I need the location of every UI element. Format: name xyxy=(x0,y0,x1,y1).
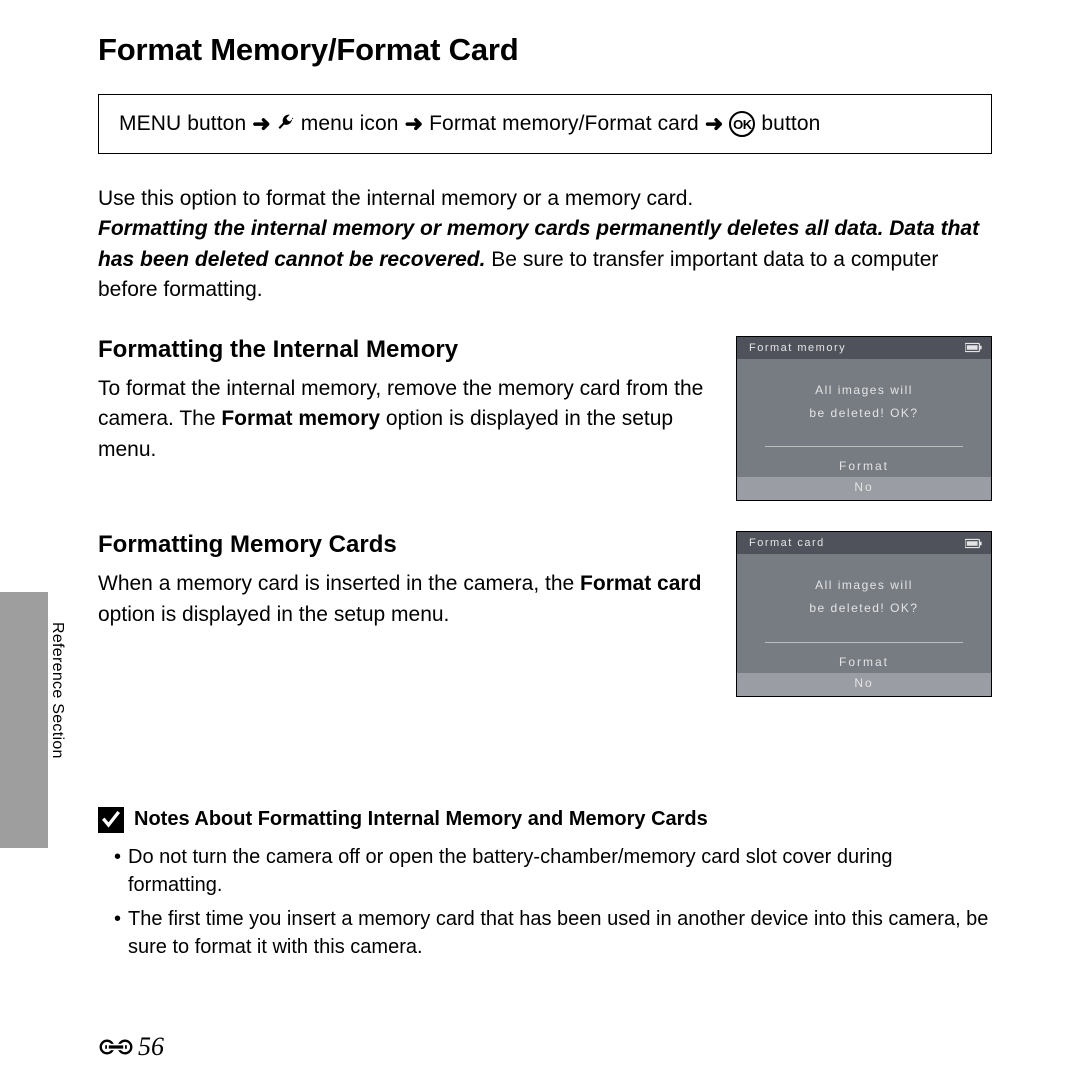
arrow-icon: ➜ xyxy=(405,111,424,137)
screen1-message: All images will be deleted! OK? xyxy=(747,379,981,425)
screen1-option-format: Format xyxy=(747,455,981,477)
section2-text-pre: When a memory card is inserted in the ca… xyxy=(98,572,580,595)
screen1-msg-l2: be deleted! OK? xyxy=(747,402,981,425)
notes-list: Do not turn the camera off or open the b… xyxy=(98,843,992,961)
screen1-msg-l1: All images will xyxy=(747,379,981,402)
screen2-msg-l1: All images will xyxy=(747,574,981,597)
menu-button-label: MENU xyxy=(119,112,181,136)
camera-screen-format-card: Format card All images will be deleted! … xyxy=(736,531,992,697)
section1-text-bold: Format memory xyxy=(221,407,380,430)
screen2-option-format: Format xyxy=(747,651,981,673)
side-thumb-tab xyxy=(0,592,48,848)
screen2-msg-l2: be deleted! OK? xyxy=(747,597,981,620)
page-footer: 56 xyxy=(98,1032,164,1062)
screen1-option-no-selected: No xyxy=(737,477,991,500)
section1-paragraph: To format the internal memory, remove th… xyxy=(98,374,706,465)
section2-heading: Formatting Memory Cards xyxy=(98,531,706,559)
nav-text: button xyxy=(761,112,820,136)
divider xyxy=(765,642,963,643)
screen-titlebar: Format card xyxy=(737,532,991,554)
intro-line1: Use this option to format the internal m… xyxy=(98,184,992,214)
manual-page: Format Memory/Format Card MENU button ➜ … xyxy=(0,0,1080,1080)
nav-text: button xyxy=(187,112,246,136)
intro-paragraph: Use this option to format the internal m… xyxy=(98,184,992,306)
page-number: 56 xyxy=(138,1032,164,1062)
screen1-title: Format memory xyxy=(749,342,846,354)
section-internal-memory: Formatting the Internal Memory To format… xyxy=(98,336,992,502)
wrench-icon xyxy=(277,112,295,137)
battery-icon xyxy=(965,342,983,353)
section2-paragraph: When a memory card is inserted in the ca… xyxy=(98,569,706,630)
notes-heading-row: Notes About Formatting Internal Memory a… xyxy=(98,807,992,833)
section2-text-bold: Format card xyxy=(580,572,701,595)
nav-text: menu icon xyxy=(301,112,399,136)
navigation-breadcrumb-box: MENU button ➜ menu icon ➜ Format memory/… xyxy=(98,94,992,154)
section1-heading: Formatting the Internal Memory xyxy=(98,336,706,364)
notes-item-2: The first time you insert a memory card … xyxy=(114,905,992,961)
screen-body: All images will be deleted! OK? Format N… xyxy=(737,554,991,696)
page-title: Format Memory/Format Card xyxy=(98,32,992,68)
battery-icon xyxy=(965,538,983,549)
checkmark-icon xyxy=(98,807,124,833)
arrow-icon: ➜ xyxy=(705,111,724,137)
nav-text: Format memory/Format card xyxy=(429,112,699,136)
ok-button-icon: OK xyxy=(729,111,755,137)
arrow-icon: ➜ xyxy=(252,111,271,137)
notes-heading: Notes About Formatting Internal Memory a… xyxy=(134,808,708,831)
screen-titlebar: Format memory xyxy=(737,337,991,359)
camera-screen-format-memory: Format memory All images will be deleted… xyxy=(736,336,992,502)
screen2-message: All images will be deleted! OK? xyxy=(747,574,981,620)
screen2-option-no-selected: No xyxy=(737,673,991,696)
section-memory-cards: Formatting Memory Cards When a memory ca… xyxy=(98,531,992,697)
notes-item-1: Do not turn the camera off or open the b… xyxy=(114,843,992,899)
reference-link-icon xyxy=(98,1036,134,1058)
screen2-title: Format card xyxy=(749,537,825,549)
divider xyxy=(765,446,963,447)
notes-block: Notes About Formatting Internal Memory a… xyxy=(98,807,992,961)
screen-body: All images will be deleted! OK? Format N… xyxy=(737,359,991,501)
section2-text-post: option is displayed in the setup menu. xyxy=(98,603,449,626)
side-section-label: Reference Section xyxy=(48,622,66,759)
